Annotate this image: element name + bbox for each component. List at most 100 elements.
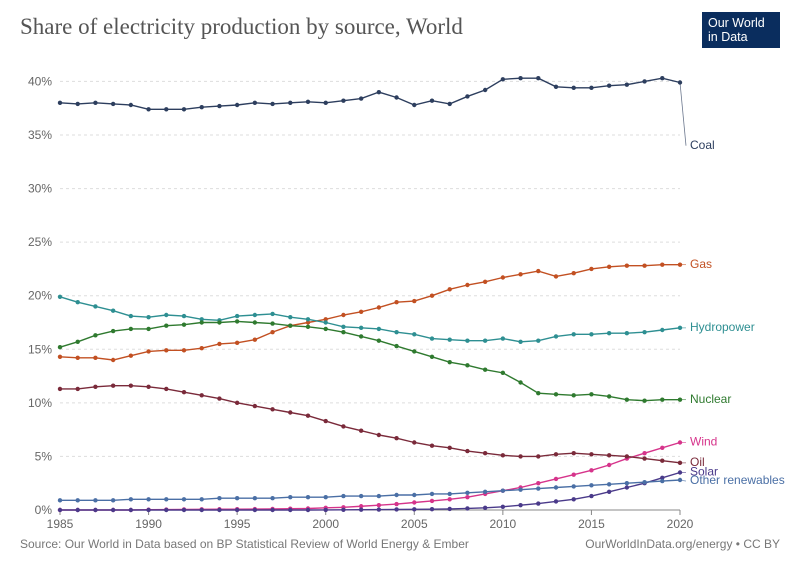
series-marker <box>377 327 381 331</box>
series-marker <box>536 481 540 485</box>
series-marker <box>235 103 239 107</box>
series-marker <box>554 392 558 396</box>
series-marker <box>412 349 416 353</box>
series-marker <box>93 333 97 337</box>
series-marker <box>607 265 611 269</box>
series-marker <box>430 355 434 359</box>
series-marker <box>607 331 611 335</box>
series-marker <box>430 499 434 503</box>
series-marker <box>536 501 540 505</box>
series-marker <box>430 336 434 340</box>
series-group <box>58 76 682 512</box>
series-marker <box>359 334 363 338</box>
series-marker <box>607 394 611 398</box>
series-line-solar <box>60 473 680 511</box>
series-marker <box>341 424 345 428</box>
series-marker <box>642 264 646 268</box>
series-marker <box>76 508 80 512</box>
series-marker <box>76 356 80 360</box>
x-tick-label: 2005 <box>401 517 428 531</box>
series-marker <box>572 86 576 90</box>
series-marker <box>536 76 540 80</box>
series-marker <box>642 451 646 455</box>
series-marker <box>554 85 558 89</box>
series-marker <box>146 107 150 111</box>
series-marker <box>642 79 646 83</box>
series-marker <box>164 497 168 501</box>
series-marker <box>182 314 186 318</box>
x-tick-label: 2020 <box>667 517 694 531</box>
series-marker <box>536 269 540 273</box>
series-marker <box>430 507 434 511</box>
series-marker <box>625 454 629 458</box>
series-marker <box>146 497 150 501</box>
series-marker <box>129 327 133 331</box>
series-marker <box>572 497 576 501</box>
series-marker <box>625 331 629 335</box>
series-marker <box>448 497 452 501</box>
series-marker <box>465 449 469 453</box>
series-marker <box>394 300 398 304</box>
series-marker <box>572 484 576 488</box>
attribution-text: OurWorldInData.org/energy • CC BY <box>585 537 780 551</box>
series-line-oil <box>60 386 680 463</box>
series-marker <box>235 496 239 500</box>
series-marker <box>270 330 274 334</box>
series-marker <box>359 326 363 330</box>
series-marker <box>341 325 345 329</box>
series-marker <box>572 393 576 397</box>
series-marker <box>217 396 221 400</box>
series-label-gas: Gas <box>690 257 712 271</box>
series-marker <box>589 332 593 336</box>
series-marker <box>58 295 62 299</box>
series-marker <box>448 446 452 450</box>
series-marker <box>200 508 204 512</box>
series-marker <box>341 313 345 317</box>
series-marker <box>377 503 381 507</box>
series-marker <box>253 508 257 512</box>
x-tick-label: 2000 <box>312 517 339 531</box>
series-marker <box>589 392 593 396</box>
label-connector <box>680 83 686 146</box>
y-tick-label: 15% <box>28 342 52 356</box>
series-marker <box>412 332 416 336</box>
series-marker <box>200 346 204 350</box>
series-marker <box>430 99 434 103</box>
series-marker <box>448 337 452 341</box>
series-marker <box>164 107 168 111</box>
series-marker <box>111 358 115 362</box>
series-marker <box>589 452 593 456</box>
y-tick-label: 25% <box>28 235 52 249</box>
series-marker <box>182 497 186 501</box>
series-marker <box>465 363 469 367</box>
series-marker <box>235 314 239 318</box>
series-label-coal: Coal <box>690 138 715 152</box>
y-tick-label: 20% <box>28 289 52 303</box>
series-marker <box>359 494 363 498</box>
series-marker <box>217 104 221 108</box>
series-marker <box>129 508 133 512</box>
series-marker <box>448 492 452 496</box>
series-marker <box>324 419 328 423</box>
series-marker <box>642 480 646 484</box>
series-marker <box>182 390 186 394</box>
series-marker <box>146 327 150 331</box>
series-marker <box>394 436 398 440</box>
series-marker <box>164 313 168 317</box>
series-marker <box>306 100 310 104</box>
series-marker <box>253 404 257 408</box>
series-marker <box>93 101 97 105</box>
series-marker <box>518 503 522 507</box>
series-marker <box>306 508 310 512</box>
series-marker <box>164 387 168 391</box>
series-marker <box>270 496 274 500</box>
series-marker <box>660 479 664 483</box>
series-marker <box>518 380 522 384</box>
series-marker <box>483 506 487 510</box>
series-marker <box>412 493 416 497</box>
series-marker <box>642 399 646 403</box>
series-marker <box>76 102 80 106</box>
series-marker <box>341 508 345 512</box>
series-label-wind: Wind <box>690 435 717 449</box>
series-label-other-renewables: Other renewables <box>690 473 785 487</box>
